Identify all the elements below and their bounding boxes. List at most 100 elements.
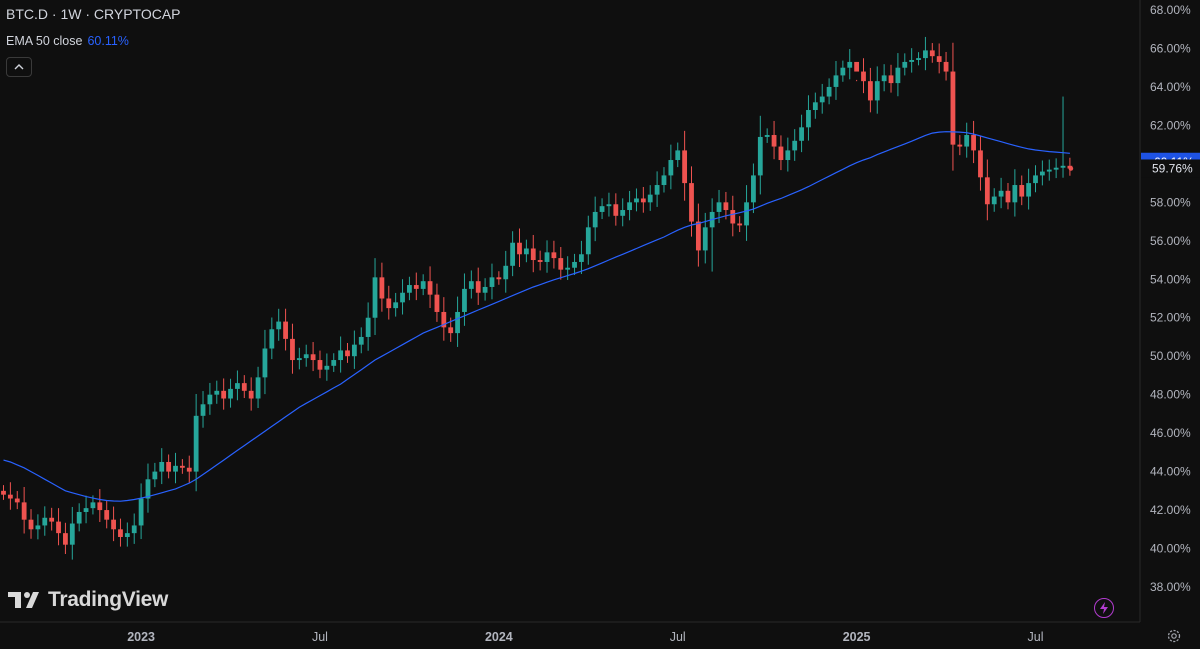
candle[interactable] xyxy=(1046,159,1052,181)
candle[interactable] xyxy=(661,167,667,193)
candle[interactable] xyxy=(104,500,110,529)
candle[interactable] xyxy=(221,378,227,410)
candle[interactable] xyxy=(647,185,653,211)
candle[interactable] xyxy=(338,336,344,373)
candle[interactable] xyxy=(235,370,240,401)
candle[interactable] xyxy=(255,366,261,409)
candle[interactable] xyxy=(1005,183,1011,210)
candle[interactable] xyxy=(1026,168,1032,210)
candle[interactable] xyxy=(572,253,577,275)
candle[interactable] xyxy=(83,495,89,524)
candle[interactable] xyxy=(1033,165,1038,193)
candle[interactable] xyxy=(310,342,316,372)
candle[interactable] xyxy=(124,522,130,547)
candle[interactable] xyxy=(929,43,935,63)
candle[interactable] xyxy=(207,382,213,415)
candle[interactable] xyxy=(482,278,488,301)
candle[interactable] xyxy=(792,129,798,161)
candle[interactable] xyxy=(262,329,268,395)
candle[interactable] xyxy=(489,263,495,300)
candle[interactable] xyxy=(76,503,82,532)
candle[interactable] xyxy=(241,375,247,399)
candle[interactable] xyxy=(764,128,770,143)
candle[interactable] xyxy=(627,190,632,221)
candle[interactable] xyxy=(771,120,777,160)
candle[interactable] xyxy=(345,342,350,363)
candle[interactable] xyxy=(42,506,48,536)
candle[interactable] xyxy=(413,272,419,301)
candle[interactable] xyxy=(1060,96,1066,178)
collapse-legend-button[interactable] xyxy=(6,57,32,77)
candle[interactable] xyxy=(668,144,674,190)
candle[interactable] xyxy=(200,391,206,428)
candle[interactable] xyxy=(145,463,151,513)
candle[interactable] xyxy=(365,302,371,351)
candle[interactable] xyxy=(826,78,832,105)
candle[interactable] xyxy=(751,163,756,214)
candle[interactable] xyxy=(111,506,116,542)
candle[interactable] xyxy=(991,188,997,212)
candle[interactable] xyxy=(551,240,557,269)
candle[interactable] xyxy=(159,448,165,485)
candle[interactable] xyxy=(971,120,976,164)
candle[interactable] xyxy=(558,247,564,280)
candle[interactable] xyxy=(1039,160,1045,186)
candle[interactable] xyxy=(468,270,474,299)
candle[interactable] xyxy=(379,262,385,312)
candle[interactable] xyxy=(530,234,536,273)
candle[interactable] xyxy=(695,203,701,267)
candle[interactable] xyxy=(351,330,357,369)
candle[interactable] xyxy=(702,212,708,264)
candle[interactable] xyxy=(14,491,20,510)
candle[interactable] xyxy=(441,297,447,341)
candle[interactable] xyxy=(606,192,612,217)
candle[interactable] xyxy=(503,250,509,293)
candle[interactable] xyxy=(228,378,233,408)
tradingview-logo[interactable]: TradingView xyxy=(8,588,168,612)
candle[interactable] xyxy=(916,52,921,66)
candle[interactable] xyxy=(806,95,811,141)
candle[interactable] xyxy=(757,115,763,195)
candle[interactable] xyxy=(290,323,295,374)
candle[interactable] xyxy=(455,296,460,347)
candle[interactable] xyxy=(56,508,61,546)
candle[interactable] xyxy=(819,83,825,114)
candle[interactable] xyxy=(131,513,137,544)
candle[interactable] xyxy=(21,487,27,534)
candle[interactable] xyxy=(998,177,1004,209)
candle[interactable] xyxy=(812,92,818,119)
candle[interactable] xyxy=(248,377,254,411)
candle[interactable] xyxy=(778,135,784,171)
candle[interactable] xyxy=(510,231,516,277)
candle[interactable] xyxy=(166,454,172,479)
candle[interactable] xyxy=(420,274,426,296)
candle[interactable] xyxy=(640,186,646,213)
candle[interactable] xyxy=(317,350,323,379)
candle[interactable] xyxy=(861,58,866,94)
candle[interactable] xyxy=(895,53,901,97)
candle[interactable] xyxy=(833,60,839,100)
candle[interactable] xyxy=(1,485,6,500)
candle[interactable] xyxy=(496,271,502,285)
candle[interactable] xyxy=(49,507,55,531)
candle[interactable] xyxy=(173,452,178,484)
ema-legend[interactable]: EMA 50 close 60.11% xyxy=(6,34,129,48)
candle[interactable] xyxy=(654,171,660,207)
candle[interactable] xyxy=(1012,169,1018,217)
candle[interactable] xyxy=(97,489,103,523)
candle[interactable] xyxy=(709,198,715,272)
candle[interactable] xyxy=(276,308,282,341)
settings-button[interactable] xyxy=(1166,628,1182,649)
candle[interactable] xyxy=(682,130,688,201)
candle[interactable] xyxy=(634,188,639,212)
candle[interactable] xyxy=(372,258,378,336)
candle[interactable] xyxy=(909,48,915,73)
candle[interactable] xyxy=(1019,175,1025,206)
candle[interactable] xyxy=(331,353,337,372)
candle[interactable] xyxy=(69,506,75,560)
candle[interactable] xyxy=(269,317,275,360)
candle[interactable] xyxy=(186,455,192,483)
bolt-button[interactable] xyxy=(1094,598,1114,618)
candle[interactable] xyxy=(303,344,309,367)
